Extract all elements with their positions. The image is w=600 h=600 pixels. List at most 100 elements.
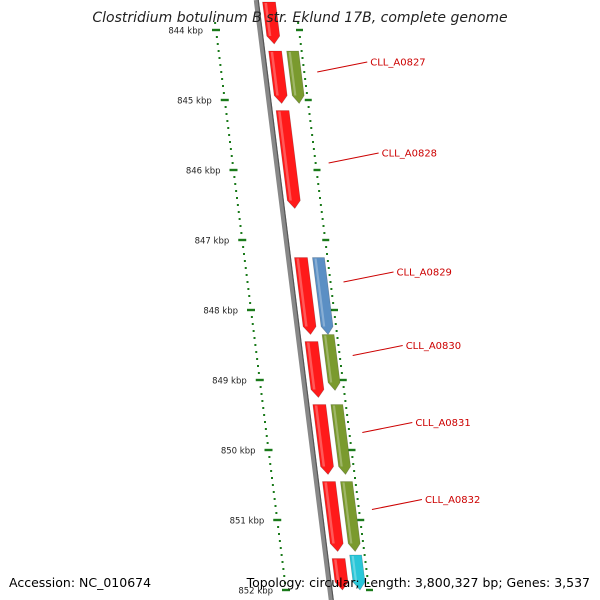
- label-leader: [362, 422, 413, 433]
- gene-arrow-highlight: [332, 405, 343, 467]
- cds-arrow: [275, 110, 301, 209]
- cds-arrow: [322, 481, 344, 552]
- gene-arrow-highlight: [288, 52, 297, 96]
- minor-tick-dot: [254, 344, 257, 346]
- major-tick: [255, 378, 264, 382]
- minor-tick-dot: [264, 428, 267, 430]
- outer-track-dot: [367, 582, 370, 584]
- backbone-shadow: [257, 0, 334, 600]
- outer-track-dot: [362, 547, 365, 549]
- outer-track-dot: [317, 183, 320, 185]
- minor-tick-dot: [255, 351, 258, 353]
- minor-tick-dot: [274, 505, 277, 507]
- cds-arrow-highlight: [314, 405, 326, 467]
- minor-tick-dot: [244, 267, 247, 269]
- outer-track-dot: [312, 148, 315, 150]
- cds-arrow-highlight: [264, 3, 272, 36]
- minor-tick-dot: [239, 225, 242, 227]
- major-tick: [220, 98, 229, 102]
- minor-tick-dot: [272, 491, 275, 493]
- minor-tick-dot: [228, 134, 231, 136]
- minor-tick-dot: [236, 197, 238, 199]
- outer-track-dot: [357, 505, 360, 507]
- gene-arrow: [312, 257, 334, 336]
- cds-arrow: [262, 1, 281, 45]
- outer-track-dot: [302, 64, 305, 66]
- outer-track-dot: [297, 22, 300, 24]
- minor-tick-dot: [266, 442, 269, 444]
- minor-tick-dot: [217, 50, 220, 52]
- outer-track-dot: [322, 225, 325, 227]
- minor-tick-dot: [227, 127, 230, 129]
- minor-tick-dot: [283, 575, 286, 577]
- outer-track-dot: [347, 428, 350, 430]
- outer-track-dot: [301, 57, 304, 59]
- outer-track-dot: [305, 85, 307, 87]
- minor-tick-dot: [271, 484, 274, 486]
- minor-tick-dot: [262, 407, 265, 409]
- tick-label: 848 kbp: [203, 307, 238, 317]
- minor-tick-dot: [242, 246, 245, 248]
- accession-label: Accession: NC_010674: [9, 575, 152, 590]
- gene-label: CLL_A0832: [425, 495, 480, 506]
- tick-label: 847 kbp: [195, 237, 230, 247]
- minor-tick-dot: [253, 337, 256, 339]
- outer-track-dot: [323, 232, 326, 234]
- minor-tick-dot: [230, 155, 233, 157]
- outer-track-dot: [305, 92, 308, 94]
- outer-track-dot: [320, 211, 323, 213]
- minor-tick-dot: [218, 57, 221, 59]
- outer-track-dot: [338, 351, 341, 353]
- outer-track-dot: [340, 372, 343, 374]
- tick-label: 849 kbp: [212, 377, 247, 387]
- outer-track-dot: [321, 218, 324, 220]
- major-tick: [238, 238, 247, 242]
- gene-arrow-highlight: [351, 556, 358, 582]
- minor-tick-dot: [268, 456, 271, 458]
- outer-track-dot: [349, 442, 352, 444]
- outer-track-dot: [353, 470, 356, 472]
- minor-tick-dot: [215, 36, 218, 38]
- outer-track-dot: [310, 127, 313, 129]
- outer-track-dot: [329, 281, 332, 283]
- minor-tick-dot: [250, 316, 253, 318]
- outer-track-dot: [361, 540, 364, 542]
- minor-tick-dot: [275, 512, 278, 514]
- outer-track-dot: [326, 253, 328, 255]
- minor-tick-dot: [214, 22, 217, 24]
- minor-tick-dot: [263, 414, 266, 416]
- outer-track-dot: [311, 134, 314, 136]
- outer-track-dot: [366, 575, 369, 577]
- outer-track-dot: [300, 50, 303, 52]
- cds-arrow: [304, 341, 325, 398]
- major-tick: [264, 448, 273, 452]
- minor-tick-dot: [260, 393, 263, 395]
- minor-tick-dot: [231, 162, 234, 164]
- genome-title: Clostridium botulinum B str. Eklund 17B,…: [92, 10, 508, 26]
- minor-tick-dot: [229, 141, 231, 143]
- gene-arrow: [286, 50, 305, 105]
- minor-tick-dot: [243, 253, 245, 255]
- outer-track-dot: [330, 288, 333, 290]
- major-tick: [212, 28, 220, 32]
- outer-major-tick: [357, 518, 365, 522]
- outer-major-tick: [304, 98, 312, 102]
- minor-tick-dot: [234, 183, 237, 185]
- minor-tick-dot: [240, 232, 243, 234]
- outer-track-dot: [303, 71, 306, 73]
- outer-major-tick: [348, 448, 356, 452]
- minor-tick-dot: [282, 568, 285, 570]
- outer-track-dot: [309, 120, 312, 122]
- minor-tick-dot: [270, 470, 273, 472]
- major-tick: [247, 308, 255, 312]
- minor-tick-dot: [246, 281, 249, 283]
- gene-arrow: [349, 554, 366, 591]
- major-tick: [273, 518, 282, 522]
- outer-track-dot: [328, 274, 331, 276]
- outer-track-dot: [331, 295, 334, 297]
- outer-track-dot: [307, 106, 310, 108]
- gene-arrow-highlight: [342, 482, 353, 544]
- outer-track-dot: [361, 533, 363, 535]
- cds-arrow-highlight: [296, 258, 308, 327]
- tick-label: 846 kbp: [186, 167, 221, 177]
